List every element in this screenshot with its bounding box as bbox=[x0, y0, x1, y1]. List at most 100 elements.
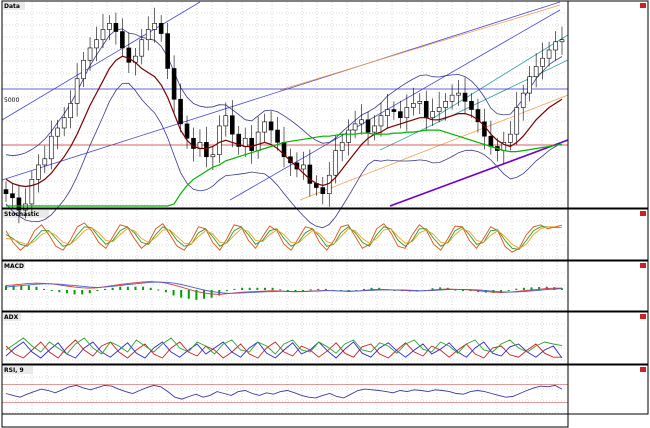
macd-histogram-bar bbox=[81, 290, 84, 295]
candle-body bbox=[145, 29, 151, 41]
candle-body bbox=[158, 23, 164, 34]
candle-body bbox=[74, 78, 80, 104]
macd-histogram-bar bbox=[469, 290, 472, 292]
macd-histogram-bar bbox=[35, 286, 38, 290]
panel-close-icon bbox=[640, 3, 646, 8]
candle-body bbox=[456, 92, 461, 96]
candle-body bbox=[268, 121, 274, 131]
candle-body bbox=[339, 142, 345, 151]
candle-body bbox=[520, 92, 526, 108]
candle-body bbox=[378, 115, 384, 127]
candle-body bbox=[301, 164, 306, 170]
x-axis-frame bbox=[1, 413, 569, 428]
candle-body bbox=[288, 156, 293, 164]
candle-body bbox=[81, 59, 86, 80]
candle-body bbox=[469, 101, 474, 110]
macd-histogram-bar bbox=[203, 290, 206, 299]
candle-body bbox=[255, 131, 261, 151]
candle-body bbox=[417, 101, 423, 104]
channel-line-blue bbox=[229, 9, 561, 201]
macd-histogram-bar bbox=[271, 287, 274, 290]
macd-histogram-bar bbox=[256, 287, 259, 290]
candle-body bbox=[294, 162, 300, 170]
candle-body bbox=[365, 119, 371, 133]
candle-body bbox=[443, 101, 448, 108]
macd-histogram-bar bbox=[43, 288, 46, 290]
candle-body bbox=[171, 68, 177, 100]
macd-histogram-bar bbox=[393, 290, 396, 291]
macd-histogram-bar bbox=[241, 287, 244, 290]
macd-histogram-bar bbox=[233, 288, 236, 290]
candle-body bbox=[391, 109, 397, 112]
macd-histogram-bar bbox=[5, 285, 7, 290]
macd-histogram-bar bbox=[164, 290, 167, 293]
candle-body bbox=[352, 123, 358, 131]
macd-histogram-bar bbox=[530, 287, 533, 290]
macd-histogram-bar bbox=[294, 290, 297, 292]
macd-histogram-bar bbox=[65, 290, 68, 294]
candle-body bbox=[217, 125, 222, 155]
candle-body bbox=[320, 187, 326, 194]
series-ma-slow bbox=[6, 129, 563, 207]
left-axis-label: 5000 bbox=[4, 97, 19, 104]
macd-histogram-bar bbox=[439, 287, 442, 290]
candle-body bbox=[398, 111, 403, 119]
candle-body bbox=[262, 121, 267, 133]
candle-body bbox=[359, 119, 364, 125]
macd-histogram-bar bbox=[355, 290, 358, 291]
macd-histogram-bar bbox=[324, 288, 327, 290]
candle-body bbox=[430, 111, 435, 119]
bollinger-upper bbox=[5, 28, 563, 157]
macd-histogram-bar bbox=[12, 285, 15, 290]
macd-histogram-bar bbox=[180, 290, 183, 298]
panel-title-bg-stochastic bbox=[3, 210, 49, 218]
macd-histogram-bar bbox=[195, 290, 198, 300]
channel-line-blue bbox=[1, 1, 561, 181]
macd-histogram-bar bbox=[58, 290, 61, 293]
macd-histogram-bar bbox=[142, 286, 145, 290]
channel-line-blue bbox=[1, 1, 201, 121]
candle-body bbox=[94, 39, 99, 49]
macd-histogram-bar bbox=[20, 285, 23, 290]
candle-body bbox=[23, 203, 28, 211]
macd-histogram-bar bbox=[73, 290, 76, 295]
panel-title-bg-adx bbox=[3, 313, 21, 321]
candle-body bbox=[48, 135, 54, 160]
candle-body bbox=[372, 125, 377, 133]
candle-body bbox=[55, 127, 61, 137]
candle-body bbox=[236, 133, 242, 147]
series-rsi-rsi bbox=[5, 384, 563, 400]
macd-histogram-bar bbox=[302, 290, 305, 291]
macd-histogram-bar bbox=[126, 286, 129, 290]
plot-layer bbox=[1, 1, 606, 404]
candle-body bbox=[229, 115, 235, 135]
channel-line-orange bbox=[279, 4, 561, 91]
macd-histogram-bar bbox=[317, 288, 320, 290]
candle-body bbox=[165, 33, 170, 69]
macd-histogram-bar bbox=[263, 287, 266, 290]
candle-body bbox=[184, 123, 190, 139]
candle-body bbox=[126, 47, 132, 63]
candle-body bbox=[36, 164, 41, 180]
candle-body bbox=[449, 94, 455, 102]
candle-body bbox=[61, 117, 67, 129]
macd-histogram-bar bbox=[347, 290, 350, 292]
candle-body bbox=[3, 189, 9, 194]
axis-frame-rsi bbox=[567, 364, 649, 415]
candle-body bbox=[385, 109, 390, 116]
macd-histogram-bar bbox=[515, 288, 518, 290]
macd-histogram-bar bbox=[538, 286, 541, 290]
series-ma-fast bbox=[5, 55, 563, 188]
candle-body bbox=[546, 49, 552, 59]
candle-body bbox=[204, 142, 209, 158]
candle-body bbox=[120, 31, 125, 49]
macd-histogram-bar bbox=[111, 287, 114, 290]
macd-histogram-bar bbox=[104, 288, 107, 290]
panel-close-icon bbox=[640, 367, 646, 372]
series-stochastic-d bbox=[5, 226, 562, 250]
macd-histogram-bar bbox=[500, 290, 503, 293]
macd-histogram-bar bbox=[309, 289, 312, 291]
macd-histogram-bar bbox=[461, 290, 464, 291]
macd-histogram-bar bbox=[279, 289, 282, 291]
